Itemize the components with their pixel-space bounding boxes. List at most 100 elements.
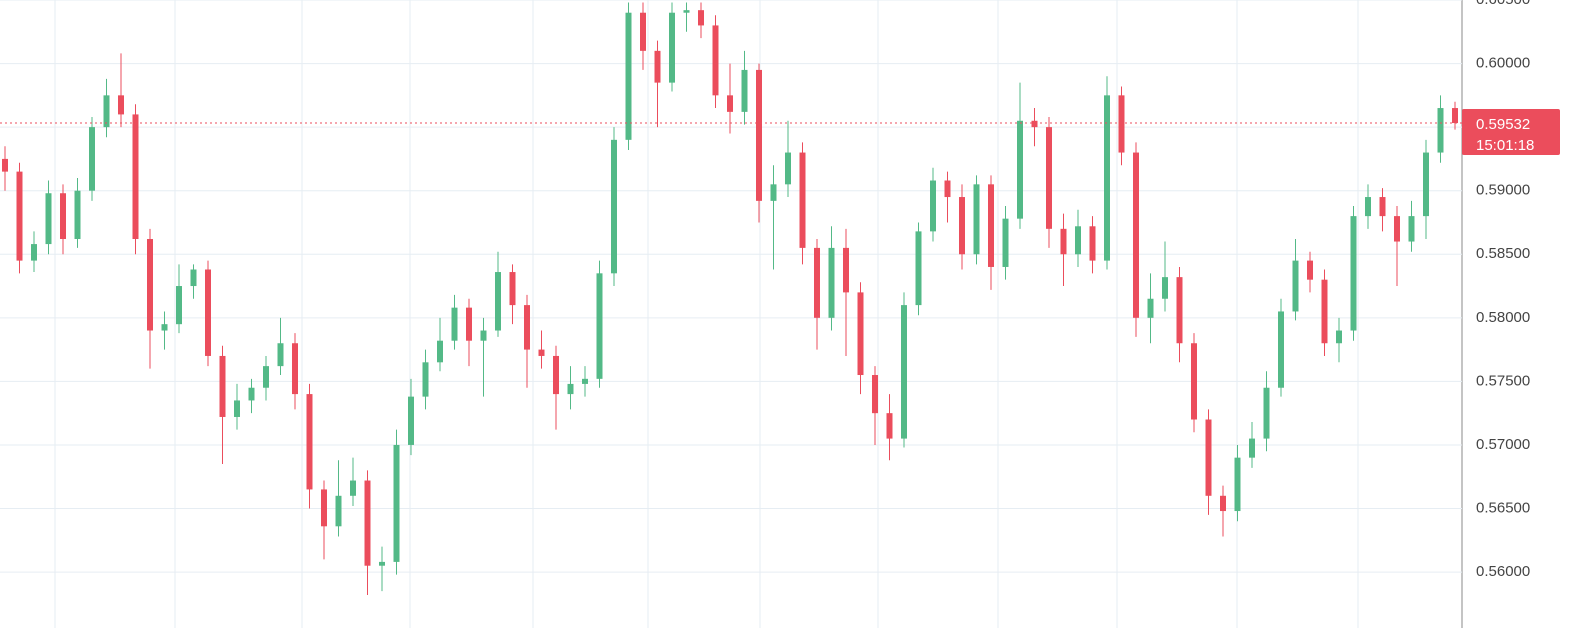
candle-body bbox=[567, 383, 574, 395]
candle-body bbox=[379, 561, 385, 566]
candle-body bbox=[480, 330, 487, 341]
candle-body bbox=[698, 10, 704, 26]
candle-body bbox=[1133, 152, 1139, 318]
candle-body bbox=[1336, 330, 1342, 344]
candle-body bbox=[640, 12, 646, 51]
candle-body bbox=[785, 152, 791, 185]
time-grid bbox=[54, 0, 1359, 628]
y-tick-label: 0.60000 bbox=[1476, 55, 1530, 72]
candle-body bbox=[1365, 197, 1371, 217]
candle-body bbox=[45, 193, 52, 245]
candle-body bbox=[538, 349, 545, 356]
candle-body bbox=[1191, 343, 1197, 420]
candle-body bbox=[1321, 279, 1328, 344]
candle-body bbox=[219, 355, 226, 417]
last-price-box bbox=[1462, 109, 1560, 156]
candle-body bbox=[89, 127, 95, 191]
candle-body bbox=[422, 362, 429, 397]
candle-body bbox=[1350, 216, 1357, 331]
y-tick-label: 0.57500 bbox=[1476, 372, 1530, 389]
candle-body bbox=[1379, 197, 1386, 217]
candle-body bbox=[321, 489, 327, 527]
candle-body bbox=[335, 495, 342, 527]
candle-body bbox=[625, 12, 632, 140]
candle-body bbox=[1437, 108, 1444, 153]
candle-body bbox=[756, 69, 762, 201]
candle-body bbox=[727, 95, 733, 112]
candle-body bbox=[843, 247, 849, 293]
y-tick-label: 0.59000 bbox=[1476, 182, 1530, 199]
candle-body bbox=[1118, 95, 1125, 153]
candle-body bbox=[350, 480, 356, 496]
candle-body bbox=[741, 69, 748, 112]
candle-body bbox=[988, 184, 994, 267]
candle-body bbox=[1452, 108, 1458, 124]
candle-body bbox=[1104, 95, 1110, 261]
candle-body bbox=[1031, 120, 1038, 128]
y-tick-label: 0.60500 bbox=[1476, 0, 1530, 8]
candle-body bbox=[16, 171, 23, 261]
candle-body bbox=[524, 305, 530, 350]
candle-body bbox=[915, 231, 922, 306]
y-tick-label: 0.58000 bbox=[1476, 309, 1530, 326]
candle-body bbox=[886, 413, 893, 439]
candle-body bbox=[1046, 127, 1052, 229]
candle-body bbox=[930, 180, 936, 232]
candle-body bbox=[1292, 260, 1299, 312]
candle-body bbox=[654, 50, 661, 83]
y-tick-label: 0.58500 bbox=[1476, 245, 1530, 262]
candle-body bbox=[582, 378, 588, 384]
y-tick-label: 0.57000 bbox=[1476, 436, 1530, 453]
y-tick-label: 0.56500 bbox=[1476, 499, 1530, 516]
candle-body bbox=[1060, 228, 1067, 255]
candle-body bbox=[1002, 218, 1009, 267]
candle-body bbox=[495, 272, 501, 331]
candle-body bbox=[553, 355, 559, 395]
candle-body bbox=[959, 197, 965, 255]
candle-body bbox=[973, 184, 980, 255]
candle-body bbox=[2, 158, 8, 172]
candle-body bbox=[1147, 298, 1154, 318]
candle-body bbox=[1249, 438, 1255, 458]
last-price-label: 0.59532 bbox=[1476, 116, 1530, 133]
candle-body bbox=[872, 375, 878, 414]
candle-body bbox=[31, 244, 37, 261]
candle-body bbox=[74, 190, 81, 239]
candle-body bbox=[1162, 277, 1168, 299]
candle-body bbox=[306, 394, 313, 490]
candle-body bbox=[1089, 226, 1096, 261]
candle-body bbox=[277, 343, 284, 367]
candle-body bbox=[944, 180, 951, 198]
candle-body bbox=[248, 387, 255, 401]
countdown-label: 15:01:18 bbox=[1476, 137, 1534, 154]
candle-body bbox=[611, 139, 617, 274]
candle-body bbox=[1263, 387, 1270, 439]
candle-body bbox=[147, 238, 153, 331]
candle-body bbox=[828, 247, 835, 318]
candle-body bbox=[1394, 216, 1400, 242]
candle-body bbox=[60, 193, 66, 239]
candle-body bbox=[161, 324, 168, 331]
candle-body bbox=[901, 305, 907, 439]
candle-body bbox=[669, 12, 675, 83]
candle-body bbox=[1017, 120, 1023, 219]
candle-body bbox=[205, 269, 211, 356]
candle-body bbox=[1307, 260, 1313, 280]
candle-body bbox=[712, 25, 719, 96]
candle-body bbox=[683, 10, 690, 13]
y-tick-label: 0.56000 bbox=[1476, 563, 1530, 580]
candle-body bbox=[1408, 216, 1415, 242]
candle-body bbox=[292, 343, 298, 395]
candle-body bbox=[118, 95, 124, 115]
candle-body bbox=[799, 152, 806, 248]
candle-body bbox=[263, 366, 269, 388]
candle-body bbox=[190, 269, 197, 287]
candle-body bbox=[1075, 226, 1081, 255]
candle-body bbox=[234, 400, 240, 417]
candle-body bbox=[857, 292, 864, 376]
candle-body bbox=[103, 95, 110, 128]
candle-body bbox=[408, 396, 414, 445]
candle-body bbox=[132, 114, 139, 239]
